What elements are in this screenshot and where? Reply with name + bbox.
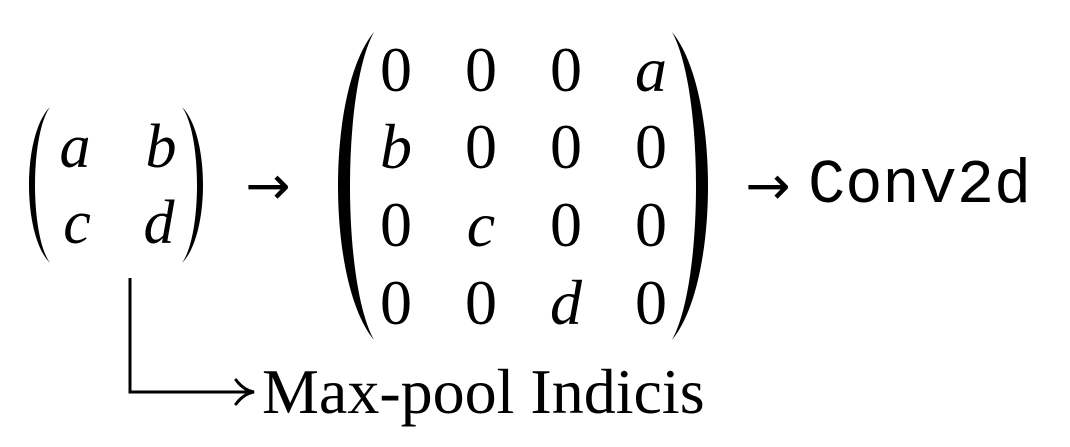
unpooled-matrix-left-paren (338, 32, 374, 340)
input-cell-0-1: b (145, 113, 177, 181)
unpooled-cell-3-0: 0 (380, 267, 412, 338)
unpooled-cell-3-3: 0 (635, 267, 667, 338)
input-matrix-left-paren (29, 107, 50, 263)
unpooled-cell-1-2: 0 (550, 111, 582, 182)
arrow-to-conv: → (745, 154, 791, 217)
unpooled-cell-0-2: 0 (550, 34, 582, 105)
unpooled-cell-2-1: c (466, 189, 496, 260)
unpooled-cell-0-3: a (635, 34, 667, 105)
unpooled-cell-2-2: 0 (550, 189, 582, 260)
conv2d-label: Conv2d (808, 150, 1032, 221)
unpooled-cell-0-0: 0 (380, 34, 412, 105)
unpooled-cell-2-3: 0 (635, 189, 667, 260)
unpooled-cell-1-3: 0 (635, 111, 667, 182)
unpooled-cell-1-0: b (380, 111, 412, 182)
unpooled-cell-2-0: 0 (380, 189, 412, 260)
input-cell-0-0: a (59, 113, 91, 181)
input-matrix-right-paren (182, 107, 203, 263)
arrow-to-unpooled: → (245, 154, 291, 217)
unpooled-matrix-right-paren (672, 32, 708, 340)
input-cell-1-0: c (63, 189, 91, 257)
max-pool-indices-label: Max-pool Indicis (262, 356, 705, 427)
input-cell-1-1: d (143, 189, 175, 257)
unpooled-cell-3-1: 0 (465, 267, 497, 338)
unpooled-cell-0-1: 0 (465, 34, 497, 105)
unpooled-cell-1-1: 0 (465, 111, 497, 182)
unpooled-cell-3-2: d (550, 267, 582, 338)
